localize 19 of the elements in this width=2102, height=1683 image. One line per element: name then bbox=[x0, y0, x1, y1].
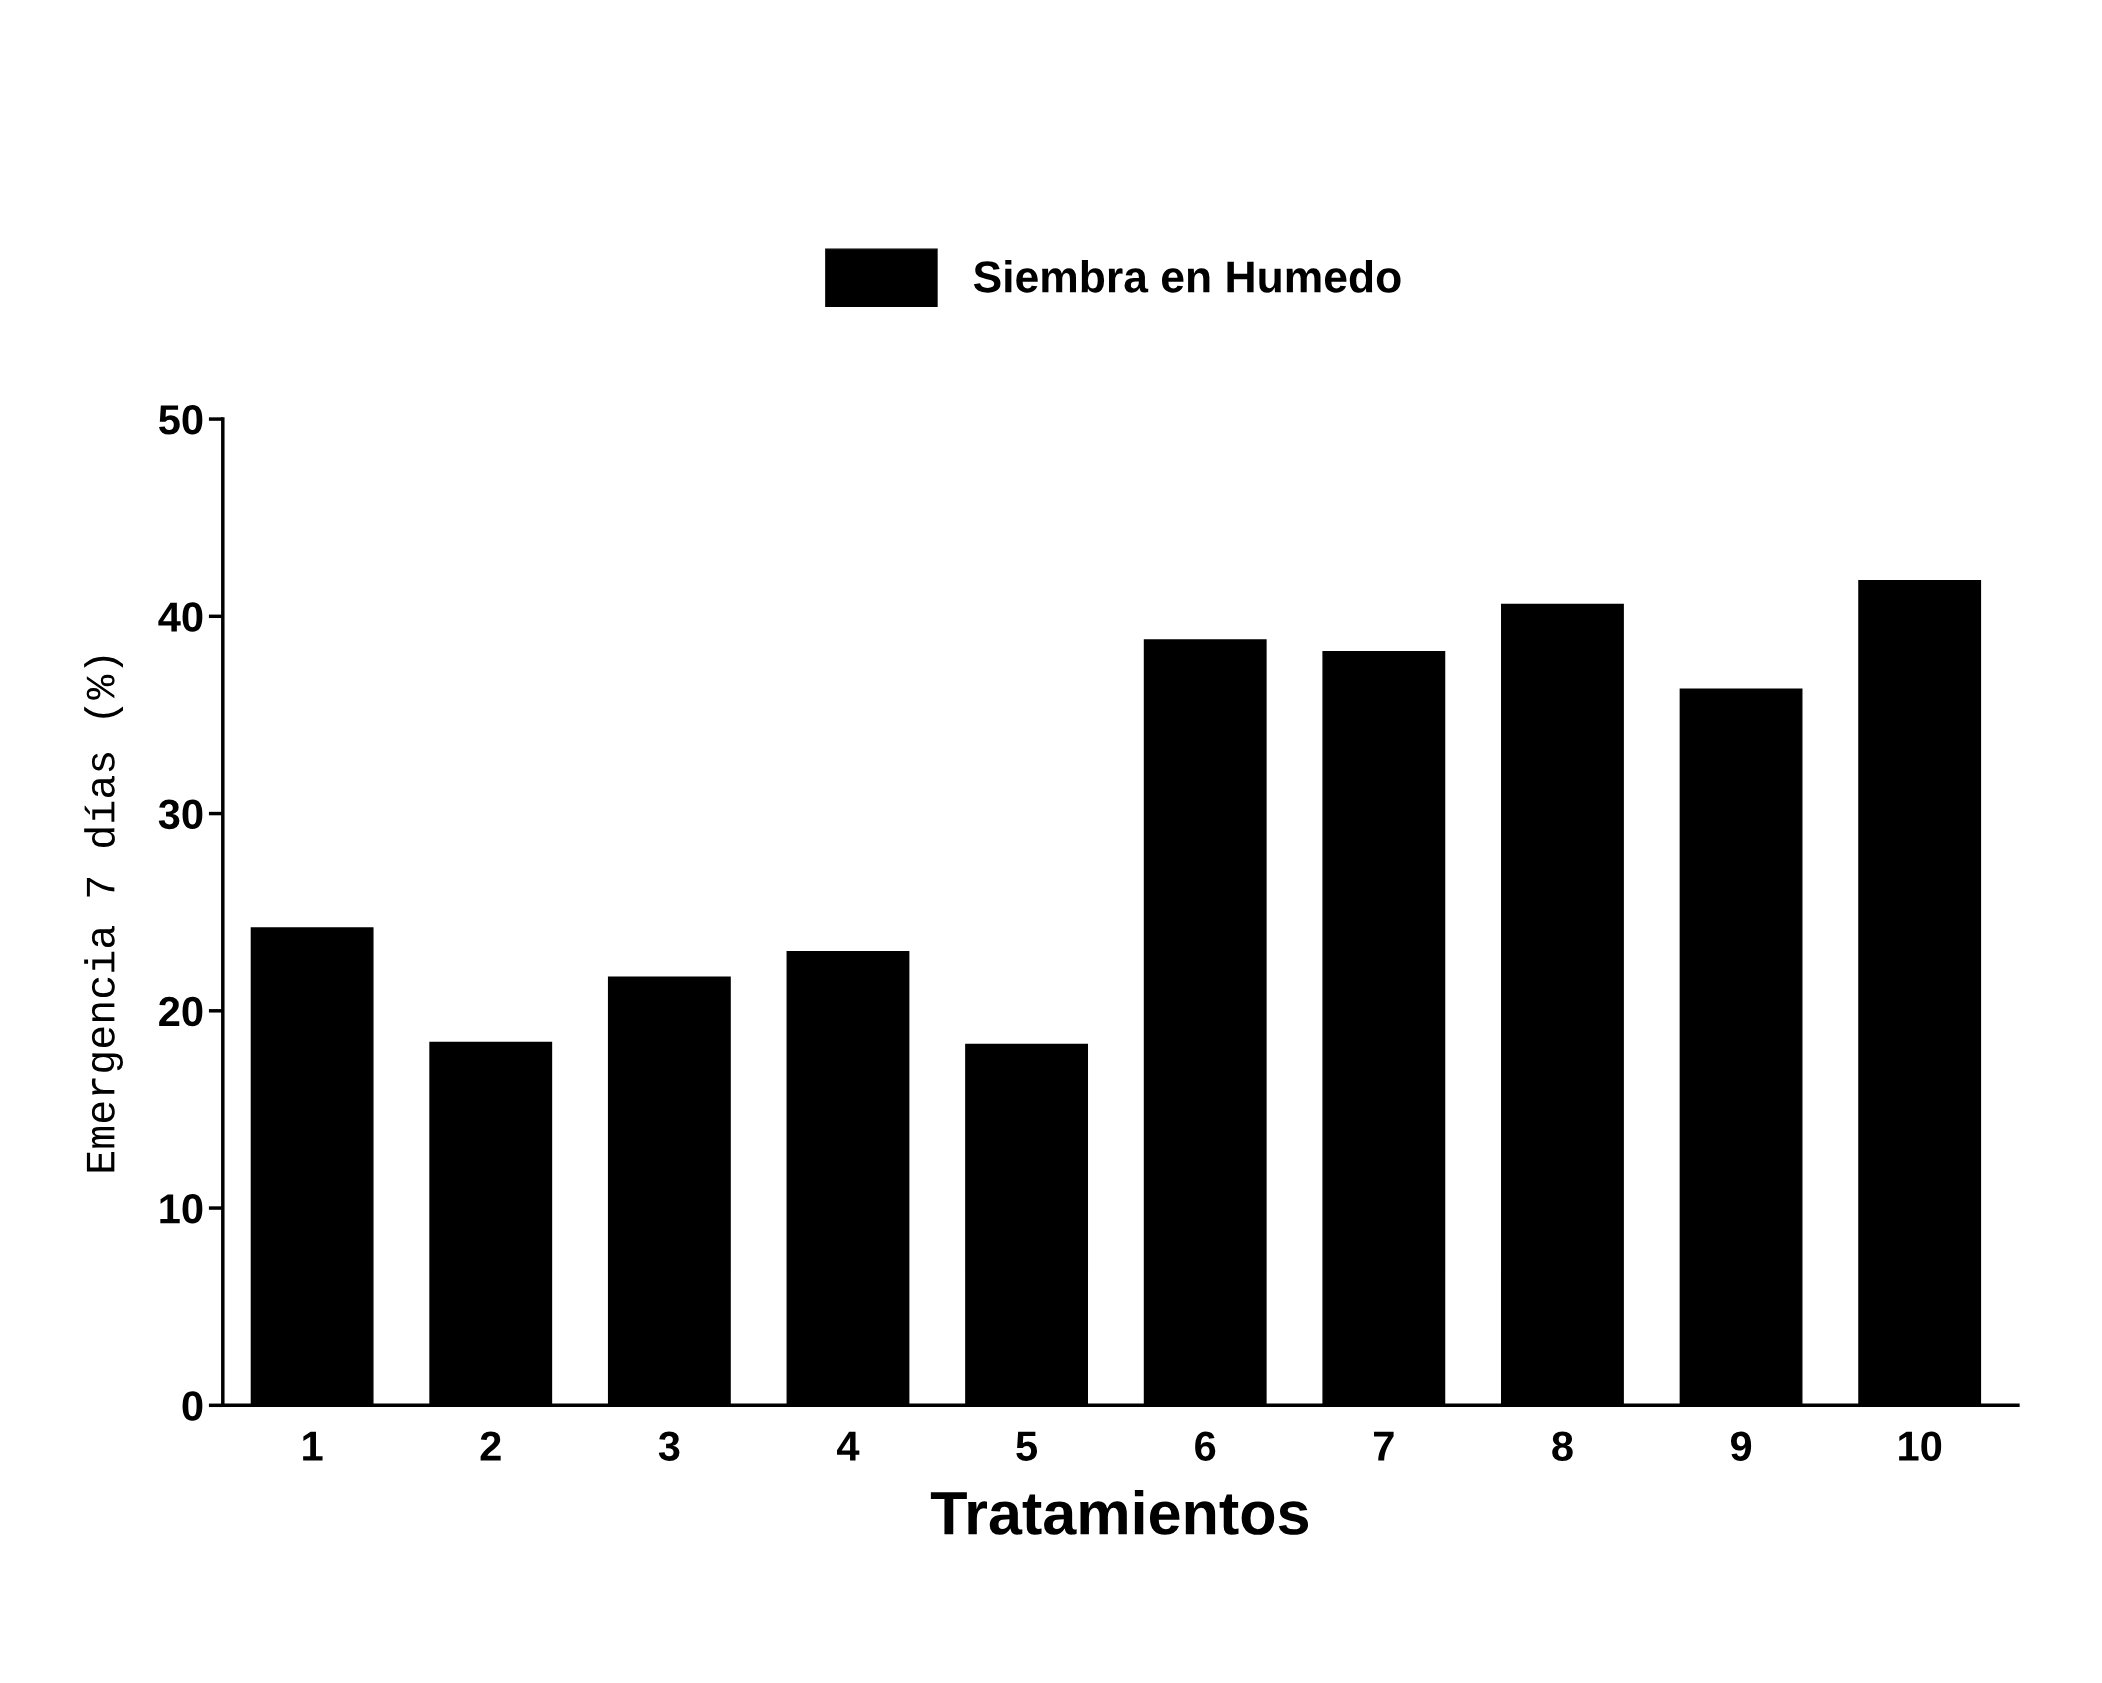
x-tick-label: 6 bbox=[1195, 1431, 1216, 1461]
x-tick-label: 5 bbox=[1016, 1431, 1038, 1461]
y-axis-title: Emergencia 7 días (%) bbox=[84, 656, 123, 1172]
y-tick-label: 0 bbox=[182, 1391, 203, 1421]
y-tick-label: 50 bbox=[159, 405, 203, 435]
x-tick-label: 7 bbox=[1374, 1431, 1394, 1461]
x-tick-label: 10 bbox=[1899, 1431, 1942, 1461]
y-tick-label: 40 bbox=[158, 602, 203, 632]
y-tick-label: 30 bbox=[158, 799, 203, 830]
legend-label: Siembra en Humedo bbox=[973, 260, 1401, 293]
x-tick-label: 2 bbox=[480, 1431, 501, 1461]
x-tick-label: 8 bbox=[1552, 1431, 1573, 1461]
x-tick-label: 9 bbox=[1730, 1431, 1752, 1461]
x-tick-label: 3 bbox=[658, 1431, 680, 1461]
y-tick-label: 10 bbox=[160, 1194, 203, 1224]
x-tick-label: 4 bbox=[837, 1431, 860, 1461]
y-tick-label: 20 bbox=[159, 996, 203, 1027]
x-axis-title: Tratamientos bbox=[930, 1489, 1309, 1535]
x-tick-label: 1 bbox=[303, 1431, 323, 1461]
